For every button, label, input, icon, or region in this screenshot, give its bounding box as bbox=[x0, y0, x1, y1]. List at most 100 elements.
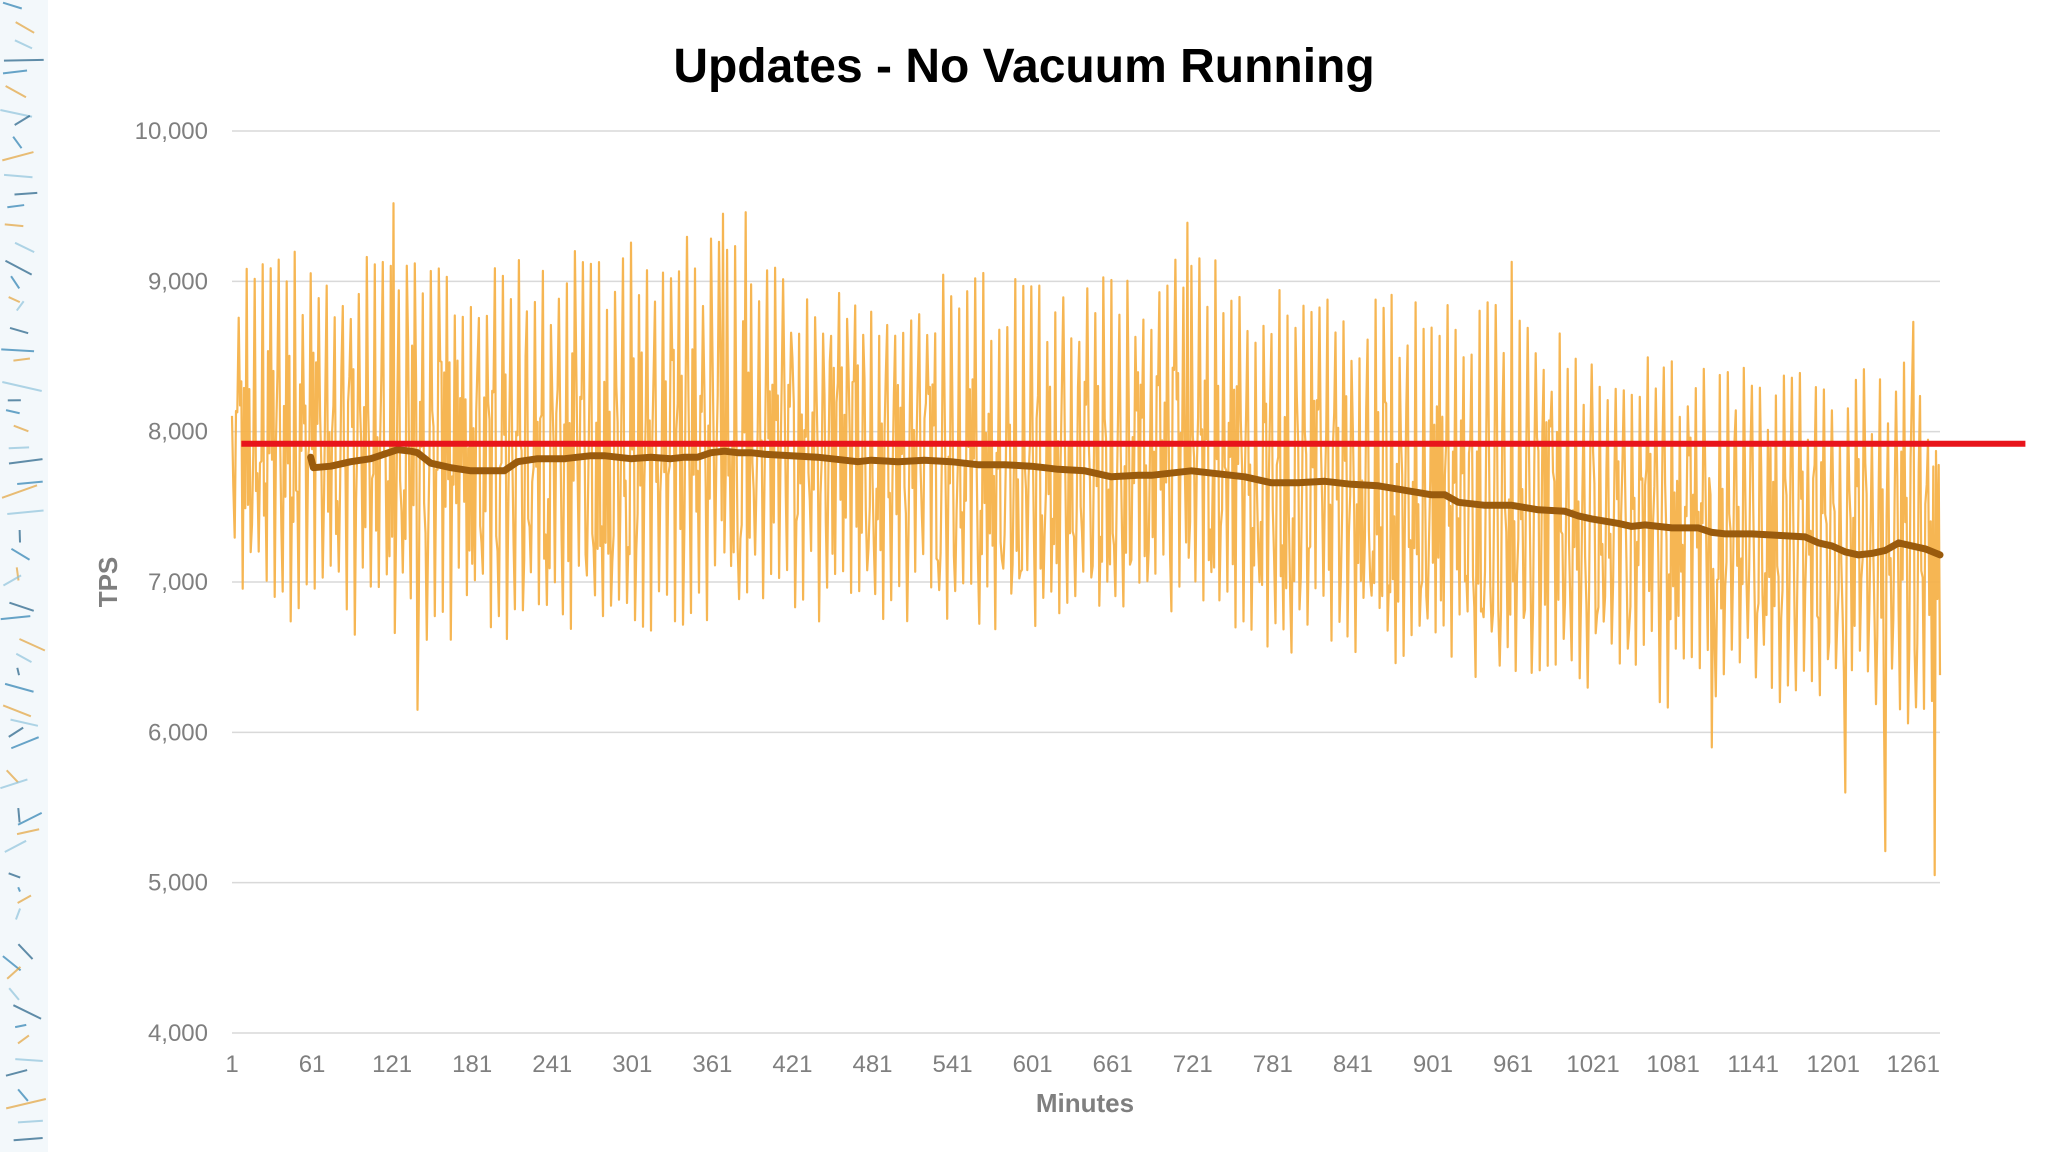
y-axis-label: TPS bbox=[93, 557, 123, 608]
decorative-stroke bbox=[14, 1023, 27, 1029]
decorative-stroke bbox=[17, 480, 43, 486]
decorative-stroke bbox=[8, 987, 20, 1001]
decorative-stroke bbox=[2, 1, 23, 10]
decorative-stroke bbox=[17, 1088, 29, 1102]
decorative-stroke bbox=[0, 615, 31, 621]
decorative-stroke bbox=[15, 652, 32, 663]
decorative-stroke bbox=[4, 682, 34, 693]
decorative-stroke bbox=[17, 943, 34, 960]
decorative-stroke bbox=[15, 1058, 43, 1063]
x-tick-label: 301 bbox=[612, 1051, 652, 1078]
x-tick-label: 661 bbox=[1093, 1051, 1133, 1078]
decorative-stroke bbox=[13, 424, 29, 433]
moving-average-line bbox=[307, 446, 1944, 559]
y-tick-label: 6,000 bbox=[148, 719, 208, 746]
x-tick-label: 1201 bbox=[1807, 1051, 1860, 1078]
decorative-stroke bbox=[2, 955, 22, 972]
decorative-stroke bbox=[2, 381, 42, 392]
decorative-stroke bbox=[9, 601, 35, 612]
decorative-stroke bbox=[14, 241, 35, 254]
decorative-stroke bbox=[1, 484, 38, 499]
decorative-stroke bbox=[5, 1098, 47, 1110]
decorative-stroke bbox=[10, 736, 40, 750]
chart-title: Updates - No Vacuum Running bbox=[673, 40, 1374, 93]
decorative-stroke bbox=[17, 1034, 30, 1045]
decorative-stroke bbox=[2, 574, 22, 587]
y-axis-ticks: 4,000 5,000 6,000 7,000 8,000 9,000 10,000 bbox=[135, 118, 208, 1047]
x-tick-label: 961 bbox=[1493, 1051, 1533, 1078]
x-tick-label: 181 bbox=[452, 1051, 492, 1078]
decorative-stroke bbox=[10, 547, 31, 561]
x-tick-label: 541 bbox=[933, 1051, 973, 1078]
decorative-stroke bbox=[14, 39, 33, 50]
decorative-stroke bbox=[15, 567, 20, 581]
decorative-stroke bbox=[16, 828, 40, 836]
y-tick-label: 5,000 bbox=[148, 870, 208, 897]
raw-tps-line bbox=[230, 202, 1942, 877]
decorative-stroke bbox=[2, 69, 28, 75]
decorative-stroke bbox=[8, 446, 30, 450]
decorative-stroke bbox=[0, 778, 28, 790]
decorative-stroke bbox=[8, 726, 24, 738]
decorative-stroke bbox=[1, 348, 35, 353]
decorative-stroke bbox=[17, 812, 43, 826]
decorative-stroke bbox=[2, 704, 32, 718]
y-tick-label: 9,000 bbox=[148, 268, 208, 295]
decorative-stroke bbox=[10, 275, 21, 290]
decorative-stroke bbox=[17, 886, 21, 892]
decorative-stroke bbox=[2, 151, 34, 162]
decorative-stroke bbox=[4, 259, 33, 276]
decorative-stroke bbox=[15, 21, 35, 34]
decorative-stroke bbox=[14, 114, 31, 126]
decorative-stroke bbox=[8, 296, 21, 304]
x-tick-label: 601 bbox=[1013, 1051, 1053, 1078]
x-tick-label: 241 bbox=[532, 1051, 572, 1078]
decorative-stroke bbox=[9, 326, 29, 335]
decorative-stroke bbox=[3, 58, 44, 62]
decorative-stroke bbox=[15, 908, 22, 920]
raw-tps-series bbox=[230, 202, 1942, 877]
decorative-stroke bbox=[5, 409, 20, 415]
x-tick-label: 781 bbox=[1253, 1051, 1293, 1078]
x-tick-label: 1081 bbox=[1646, 1051, 1699, 1078]
y-tick-label: 4,000 bbox=[148, 1020, 208, 1047]
decorative-stroke bbox=[17, 808, 21, 823]
decorative-stroke bbox=[0, 109, 33, 118]
x-axis-label: Minutes bbox=[1036, 1088, 1134, 1118]
decorative-stroke bbox=[5, 1069, 28, 1077]
decorative-stroke bbox=[14, 191, 38, 196]
decorative-stroke bbox=[16, 667, 20, 676]
x-tick-label: 841 bbox=[1333, 1051, 1373, 1078]
x-tick-label: 901 bbox=[1413, 1051, 1453, 1078]
decorative-stroke bbox=[7, 204, 25, 209]
x-tick-label: 1141 bbox=[1727, 1051, 1779, 1078]
y-tick-label: 10,000 bbox=[135, 118, 208, 145]
decorative-stroke bbox=[10, 718, 39, 727]
decorative-stroke bbox=[8, 458, 43, 465]
decorative-stroke bbox=[3, 173, 33, 179]
decorative-stroke bbox=[5, 85, 27, 99]
y-tick-label: 8,000 bbox=[148, 419, 208, 446]
x-tick-label: 721 bbox=[1173, 1051, 1213, 1078]
x-tick-label: 1 bbox=[225, 1051, 238, 1078]
decorative-stroke bbox=[13, 1137, 43, 1142]
decorative-stroke bbox=[4, 223, 24, 228]
decorative-stroke bbox=[8, 872, 21, 879]
decorative-stroke bbox=[17, 1119, 43, 1124]
decorative-stroke bbox=[12, 1004, 42, 1020]
x-axis-ticks: 1 61 121 181 241 301 361 421 481 541 601 661 721 781 8… bbox=[225, 1051, 1940, 1078]
decorative-stroke bbox=[15, 300, 25, 312]
x-tick-label: 61 bbox=[299, 1051, 326, 1078]
decorative-stroke bbox=[13, 357, 31, 362]
x-tick-label: 1261 bbox=[1887, 1051, 1940, 1078]
gridlines bbox=[232, 130, 1940, 1034]
decorative-stroke bbox=[17, 894, 32, 904]
decorative-stroke bbox=[19, 638, 46, 652]
decorative-stroke bbox=[7, 509, 44, 515]
decorative-stroke bbox=[5, 769, 19, 784]
x-tick-label: 481 bbox=[852, 1051, 892, 1078]
decorative-stroke bbox=[4, 839, 27, 853]
decorative-stroke bbox=[12, 136, 23, 149]
x-tick-label: 1021 bbox=[1566, 1051, 1619, 1078]
